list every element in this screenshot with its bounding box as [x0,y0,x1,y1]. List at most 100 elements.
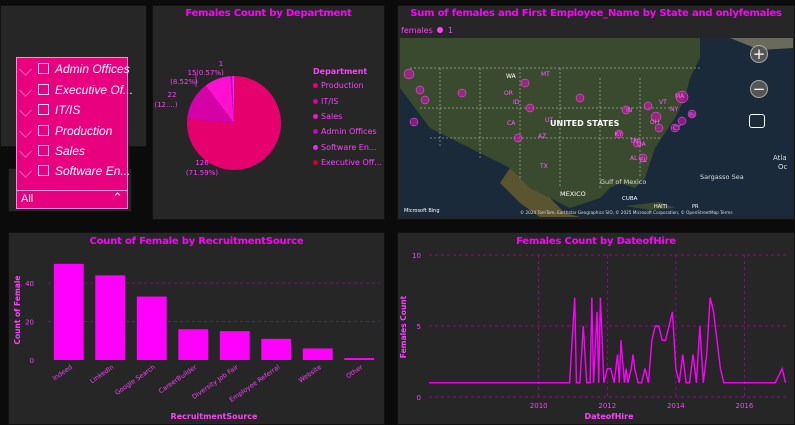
map-state-label: OH [650,119,659,126]
map-state-label: AZ [538,133,546,140]
checkbox[interactable] [38,104,49,115]
pie-legend-item-executive[interactable]: Executive Off... [313,158,382,167]
line-xtick-label: 2016 [736,402,754,410]
legend-dot-icon [313,99,318,104]
map-state-label: FL [640,157,647,164]
land-north-america [400,38,700,208]
bar-xtick-label: Website [297,363,323,384]
legend-dot-icon [313,160,318,165]
map-state-label: NY [670,106,678,113]
checkbox[interactable] [38,84,49,95]
slicer-item-label: Production [55,124,113,138]
checkbox[interactable] [38,145,49,156]
pie-label-production-pct: (71.59%) [186,169,218,177]
map-legend-value: 1 [447,26,453,35]
slicer-dropdown-value: All [21,193,34,205]
legend-dot-icon [313,114,318,119]
legend-label: Executive Off... [321,158,382,167]
pie-slice-itis[interactable] [187,85,234,123]
map-state-label: CT [673,125,681,132]
legend-dot-icon [313,129,318,134]
map-state-label: VT [659,99,667,106]
checkbox[interactable] [38,63,49,74]
pie-chart: 126 (71.59%) 22 (12....) 15 (8.52%) (0.5… [154,60,281,177]
bar-website[interactable] [302,348,333,360]
legend-label: Sales [321,112,343,121]
pie-chart-title: Females Count by Department [185,8,352,19]
bar-xtick-label: Google Search [114,363,157,397]
map-label-cuba: CUBA [622,196,638,202]
legend-dot-icon [313,145,318,150]
bar-linkedin[interactable] [95,275,126,360]
slicer-item-executive-office[interactable]: Executive Of... [17,81,133,101]
map-state-label: AL [630,155,638,162]
pie-legend-item-itis[interactable]: IT/IS [313,97,338,106]
map-state-label: MA [675,93,685,100]
pie-legend-item-sales[interactable]: Sales [313,112,342,121]
pie-legend-item-admin-offices[interactable]: Admin Offices [313,127,377,136]
slicer-item-label: IT/IS [55,103,81,117]
bar-ytick-label: 40 [25,280,34,288]
pie-label-admin-pct: (0.57%) [196,69,224,77]
bar-diversity-job-fair[interactable] [219,331,250,360]
check-icon [19,63,32,76]
slicer-item-admin-offices[interactable]: Admin Offices [17,60,130,80]
pie-legend-item-software[interactable]: Software En... [313,143,377,152]
line-y-axis-label: Females Count [399,295,408,358]
map-state-label: KY [615,131,623,138]
chevron-up-icon[interactable]: ⌃ [112,190,123,205]
map-label-gulf: Gulf of Mexico [600,178,646,186]
map-legend: females 1 [401,26,453,35]
bar-google-search[interactable] [136,296,167,360]
slicer-dropdown[interactable]: All ⌃ [17,190,127,209]
slicer-item-label: Admin Offices [55,62,130,76]
pie-label-sales-pct: (8.52%) [170,78,198,86]
pie-label-sales-value: 15 [188,69,197,77]
slicer-item-label: Software En... [55,164,131,178]
line-series[interactable] [429,297,787,384]
bar-ytick-label: 20 [25,319,34,327]
pie-slice-admin-offices[interactable] [230,76,234,123]
slicer-item-sales[interactable]: Sales [17,142,129,162]
pie-legend-title: Department [313,67,368,76]
department-slicer[interactable]: Admin Offices Executive Of... IT/IS Prod… [16,57,133,209]
zoom-out-button[interactable]: − [750,80,768,98]
bar-xtick-label: Indeed [51,363,74,382]
map-label-pr: PR [692,204,699,210]
line-ytick-label: 5 [417,323,421,331]
line-xtick-label: 2012 [598,402,616,410]
map-state-label: IN [626,107,632,114]
map-state-label: TX [539,163,548,170]
map-state-label: TN [629,138,638,145]
check-icon [19,145,32,158]
bar-careerbuilder[interactable] [178,329,209,360]
line-chart: 0 5 10 2010 2012 2014 2016 Females Count DateofH… [399,252,789,421]
map-state-label: RI [689,112,695,119]
pie-legend-item-production[interactable]: Production [313,81,364,90]
checkbox[interactable] [38,125,49,136]
pie-slice-sales[interactable] [205,76,234,123]
zoom-in-button[interactable]: + [750,45,768,63]
map-state-label: ID [513,99,520,106]
map-state-label: GA [637,141,647,148]
map-state-label: WA [506,73,517,80]
select-region-icon[interactable] [749,114,765,128]
slicer-item-software-engineering[interactable]: Software En... [17,162,131,182]
slicer-item-itis[interactable]: IT/IS [17,101,129,121]
checkbox[interactable] [38,165,49,176]
pie-slice-software[interactable] [232,76,234,123]
land-cuba [625,202,675,210]
slicer-item-production[interactable]: Production [17,122,129,142]
legend-dot-icon [313,83,318,88]
bar-xtick-label: LinkedIn [88,363,115,385]
bar-other[interactable] [344,358,375,360]
bar-indeed[interactable] [53,263,84,360]
legend-dot-icon [437,27,444,33]
map-area[interactable]: WA MT OR ID CA UT AZ MA VT RI CT OH IN K… [400,38,793,217]
bar-employee-referral[interactable] [261,338,292,360]
line-xtick-label: 2010 [530,402,548,410]
map-title: Sum of females and First Employee_Name b… [410,8,782,19]
bar-xtick-label: Other [345,363,365,380]
pie-label-software-value: 1 [219,60,223,68]
